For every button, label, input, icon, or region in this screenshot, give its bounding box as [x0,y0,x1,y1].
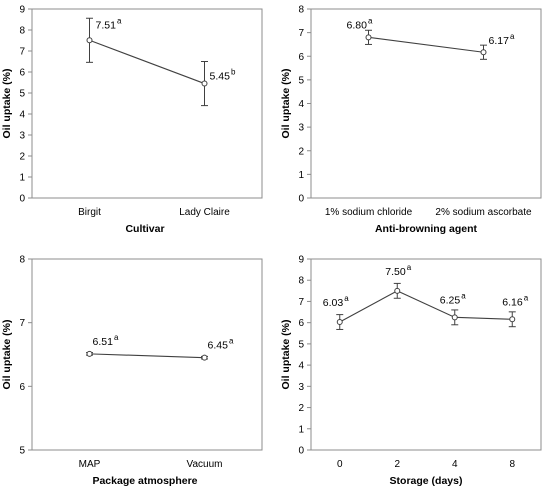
y-tick-label: 4 [19,110,25,121]
significance-letter: a [368,16,373,25]
significance-letter: a [117,16,122,25]
significance-letter: a [524,293,529,302]
y-tick-label: 9 [19,5,25,16]
y-tick-label: 7 [19,47,25,58]
y-tick-label: 6 [298,52,304,63]
data-label: 5.45 [210,71,231,83]
x-axis-title: Anti-browning agent [375,223,478,235]
chart-panel-1: 0 1 2 3 4 5 6 7 8 9 Birgit Lady Claire Cultivar Oil u… [1,5,263,235]
y-tick-label: 3 [19,131,25,142]
significance-letter: b [231,68,236,77]
series-line [89,39,205,85]
data-label: 6.45 [208,340,229,352]
data-point [201,80,208,87]
y-tick-label: 8 [19,26,25,37]
data-label: 6.16 [502,296,523,308]
y-tick-label: 6 [19,68,25,79]
chart-panel-3: 5 6 7 8 MAP Vacuum Package atmosphere Oil uptak… [1,255,263,487]
x-tick-label: 1% sodium chloride [325,207,413,218]
series-line [368,36,484,53]
data-point [394,287,401,294]
x-axis-title: Cultivar [125,223,164,235]
data-point [480,49,487,56]
data-label: 6.51 [93,336,114,348]
significance-letter: a [344,294,349,303]
y-tick-label: 5 [298,339,304,350]
data-point [509,316,516,323]
data-point [451,314,458,321]
y-axis-title: Oil uptake (%) [1,68,13,138]
x-tick-label: 2 [394,459,400,470]
y-tick-label: 1 [298,424,304,435]
y-axis-title: Oil uptake (%) [280,68,292,138]
data-label: 6.80 [347,19,368,31]
y-tick-label: 2 [298,146,304,157]
data-point [201,354,208,361]
significance-letter: a [114,333,119,342]
x-tick-label: Lady Claire [179,207,230,218]
y-tick-label: 4 [298,361,304,372]
significance-letter: a [407,263,412,272]
y-tick-label: 7 [298,28,304,39]
y-tick-label: 6 [298,318,304,329]
y-tick-label: 4 [298,99,304,110]
x-axis-title: Storage (days) [390,475,463,487]
data-label: 6.03 [323,297,344,309]
data-point [336,319,343,326]
data-label: 7.51 [96,19,117,31]
y-tick-label: 2 [298,403,304,414]
y-tick-label: 9 [298,255,304,266]
plot-frame [310,258,542,451]
data-label: 6.17 [489,35,510,47]
x-axis-title: Package atmosphere [92,475,197,487]
data-point [365,34,372,41]
y-tick-label: 3 [298,123,304,134]
y-tick-label: 5 [19,446,25,457]
significance-letter: a [510,32,515,41]
y-tick-label: 6 [19,382,25,393]
significance-letter: a [229,337,234,346]
plot-frame [31,8,263,199]
plot-frame [31,258,263,451]
y-tick-label: 2 [19,152,25,163]
y-axis-title: Oil uptake (%) [1,319,13,389]
y-tick-label: 0 [298,194,304,205]
y-tick-label: 8 [298,276,304,287]
data-point [86,37,93,44]
y-tick-label: 5 [19,89,25,100]
chart-panel-4: 0 1 2 3 4 5 6 7 8 9 0 2 4 8 Storage (days) Oil uptake (… [280,255,542,487]
significance-letter: a [461,291,466,300]
x-tick-label: 0 [337,459,343,470]
y-tick-label: 5 [298,75,304,86]
y-tick-label: 1 [298,170,304,181]
x-tick-label: 8 [509,459,515,470]
x-tick-label: Birgit [78,207,101,218]
x-tick-label: 4 [452,459,458,470]
x-tick-label: MAP [79,459,101,470]
y-tick-label: 7 [19,318,25,329]
y-tick-label: 3 [298,382,304,393]
y-axis-title: Oil uptake (%) [280,319,292,389]
data-label: 7.50 [385,266,406,278]
series-line [339,290,513,323]
x-tick-label: Vacuum [187,459,223,470]
y-tick-label: 8 [298,5,304,16]
data-point [86,350,93,357]
y-tick-label: 0 [19,194,25,205]
y-tick-label: 7 [298,297,304,308]
data-label: 6.25 [440,294,461,306]
y-tick-label: 8 [19,255,25,266]
chart-panel-2: 0 1 2 3 4 5 6 7 8 1% sodium chloride 2% sodium asc… [280,5,542,235]
y-tick-label: 1 [19,173,25,184]
series-line [89,353,205,359]
x-tick-label: 2% sodium ascorbate [435,207,532,218]
y-tick-label: 0 [298,446,304,457]
